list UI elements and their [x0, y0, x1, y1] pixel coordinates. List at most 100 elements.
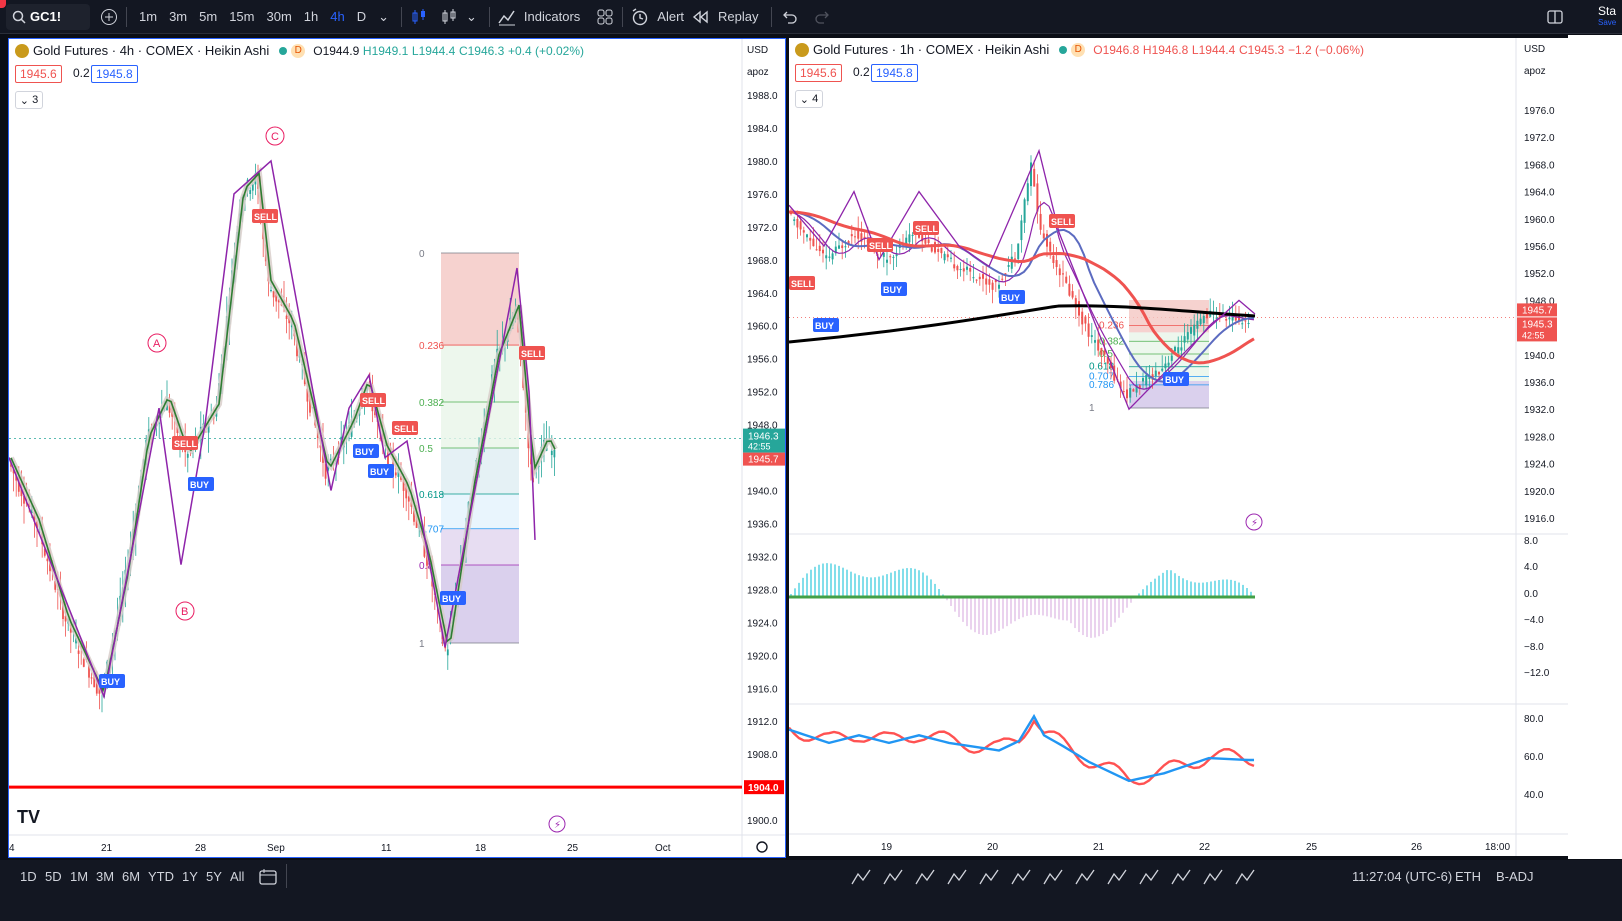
scale-selector[interactable]: apoz [1524, 66, 1546, 77]
range-1d[interactable]: 1D [20, 869, 37, 884]
chevron-down-icon[interactable]: ⌄ [466, 8, 477, 24]
symbol-search[interactable]: GC1! [6, 3, 90, 30]
alarm-clock-icon[interactable] [629, 6, 651, 28]
list-tool-icon[interactable] [1235, 869, 1255, 885]
buy-price-button[interactable]: 1945.8 [871, 64, 918, 82]
interval-d[interactable]: D [356, 9, 367, 24]
layout-grid-icon[interactable] [594, 6, 616, 28]
range-1m[interactable]: 1M [70, 869, 89, 884]
zigzag-tool-icon[interactable] [851, 869, 871, 885]
ohlc-low: L1944.4 [1191, 42, 1236, 57]
spiral-tool-icon[interactable] [1139, 869, 1159, 885]
range-all[interactable]: All [230, 869, 245, 884]
candle-body [251, 184, 254, 191]
time-tick-25: 25 [1306, 842, 1318, 853]
sell-signal [252, 209, 278, 223]
price-tick-1940.0: 1940.0 [1524, 351, 1555, 362]
bar-style-icon[interactable] [408, 6, 430, 28]
interval-1h[interactable]: 1h [303, 9, 319, 24]
abcd-tool-icon[interactable] [915, 869, 935, 885]
candle-style-icon[interactable] [438, 6, 460, 28]
candle-body [1001, 278, 1004, 280]
range-5y[interactable]: 5Y [206, 869, 222, 884]
candle-body [988, 279, 991, 285]
layout-panel-icon[interactable] [1544, 6, 1566, 28]
left-chart-panel[interactable]: Gold Futures · 4h · COMEX · Heikin Ashi … [8, 38, 786, 858]
right-price-chart[interactable]: 1976.01972.01968.01964.01960.01956.01952… [789, 38, 1568, 856]
range-5d[interactable]: 5D [45, 869, 62, 884]
save-label: Sta [1598, 3, 1617, 18]
candle-body [818, 245, 821, 252]
candle-body [975, 279, 978, 281]
gann-tool-icon[interactable] [1171, 869, 1191, 885]
interval-30m[interactable]: 30m [266, 9, 292, 24]
interval-1m[interactable]: 1m [139, 9, 158, 24]
sell-price-button[interactable]: 1945.6 [15, 65, 62, 83]
sell-price-button[interactable]: 1945.6 [795, 64, 842, 82]
currency-selector[interactable]: USD [747, 45, 769, 56]
buy-signal [813, 318, 839, 332]
candle-body [1164, 363, 1167, 369]
pitch-tool-icon[interactable] [1011, 869, 1031, 885]
ruler-tool-icon[interactable] [979, 869, 999, 885]
interval-5m[interactable]: 5m [199, 9, 218, 24]
sell-signal-label: SELL [362, 396, 386, 406]
indicators-button[interactable]: Indicators [523, 9, 581, 24]
right-chart-panel[interactable]: Gold Futures · 1h · COMEX · Heikin Ashi … [789, 38, 1622, 856]
fib-tool-icon[interactable] [947, 869, 967, 885]
gear-icon[interactable] [756, 841, 768, 853]
range-1y[interactable]: 1Y [182, 869, 198, 884]
currency-selector[interactable]: USD [1524, 44, 1546, 55]
wave-tool-icon[interactable] [1107, 869, 1127, 885]
date-range-icon[interactable] [258, 868, 278, 886]
save-area[interactable]: Sta Save [1598, 3, 1622, 28]
right-chart-title[interactable]: Gold Futures · 1h · COMEX · Heikin Ashi [813, 42, 1050, 57]
candle-body [924, 239, 927, 244]
candle-body [1017, 243, 1020, 260]
study-toggle[interactable]: ⌄ 4 [795, 90, 823, 108]
interval-4h[interactable]: 4h [330, 9, 345, 24]
left-price-chart[interactable]: 1988.0 1984.0 1980.0 1976.0 1972.0 1968.0 1964… [9, 39, 785, 857]
compare-add-icon[interactable] [98, 6, 120, 28]
candle-body [1180, 347, 1183, 351]
grid-tool-icon[interactable] [1203, 869, 1223, 885]
sell-signal [789, 276, 815, 290]
redo-icon[interactable] [812, 6, 834, 28]
adjustment-toggle[interactable]: B-ADJ [1496, 869, 1534, 884]
drawing-tools-strip[interactable] [842, 864, 1262, 890]
buy-signal-label: BUY [1001, 293, 1020, 303]
replay-icon[interactable] [690, 6, 712, 28]
range-3m[interactable]: 3M [96, 869, 115, 884]
pattern-tool-icon[interactable] [883, 869, 903, 885]
indicators-icon[interactable] [496, 6, 518, 28]
lightning-icon-glyph: ⚡ [554, 820, 561, 831]
time-tick-Oct: Oct [655, 843, 671, 854]
candle-body [1090, 335, 1093, 337]
left-chart-title[interactable]: Gold Futures · 4h · COMEX · Heikin Ashi [33, 43, 270, 58]
undo-icon[interactable] [778, 6, 800, 28]
candle-body [825, 255, 828, 259]
candle-body [991, 282, 994, 290]
buy-signal [368, 464, 394, 478]
alert-button[interactable]: Alert [657, 9, 685, 24]
study-toggle[interactable]: ⌄ 3 [15, 91, 43, 109]
replay-button[interactable]: Replay [718, 9, 759, 24]
fib-level-0.707: 0.707 [419, 525, 444, 536]
time-tick-4: 4 [9, 843, 15, 854]
candle-body [940, 247, 943, 254]
clock-time[interactable]: 11:27:04 (UTC-6) [1352, 869, 1453, 884]
range-ytd[interactable]: YTD [148, 869, 174, 884]
range-6m[interactable]: 6M [122, 869, 141, 884]
candle-body [1148, 376, 1151, 380]
candle-body [1215, 317, 1218, 319]
buy-price-button[interactable]: 1945.8 [91, 65, 138, 83]
line-tool-icon[interactable] [1075, 869, 1095, 885]
candle-body [400, 476, 402, 480]
chevron-down-icon[interactable]: ⌄ [378, 8, 390, 24]
session-toggle[interactable]: ETH [1455, 869, 1481, 884]
sell-signal-label: SELL [791, 279, 815, 289]
bar-tool-icon[interactable] [1043, 869, 1063, 885]
scale-selector[interactable]: apoz [747, 67, 769, 78]
interval-15m[interactable]: 15m [229, 9, 255, 24]
interval-3m[interactable]: 3m [169, 9, 188, 24]
